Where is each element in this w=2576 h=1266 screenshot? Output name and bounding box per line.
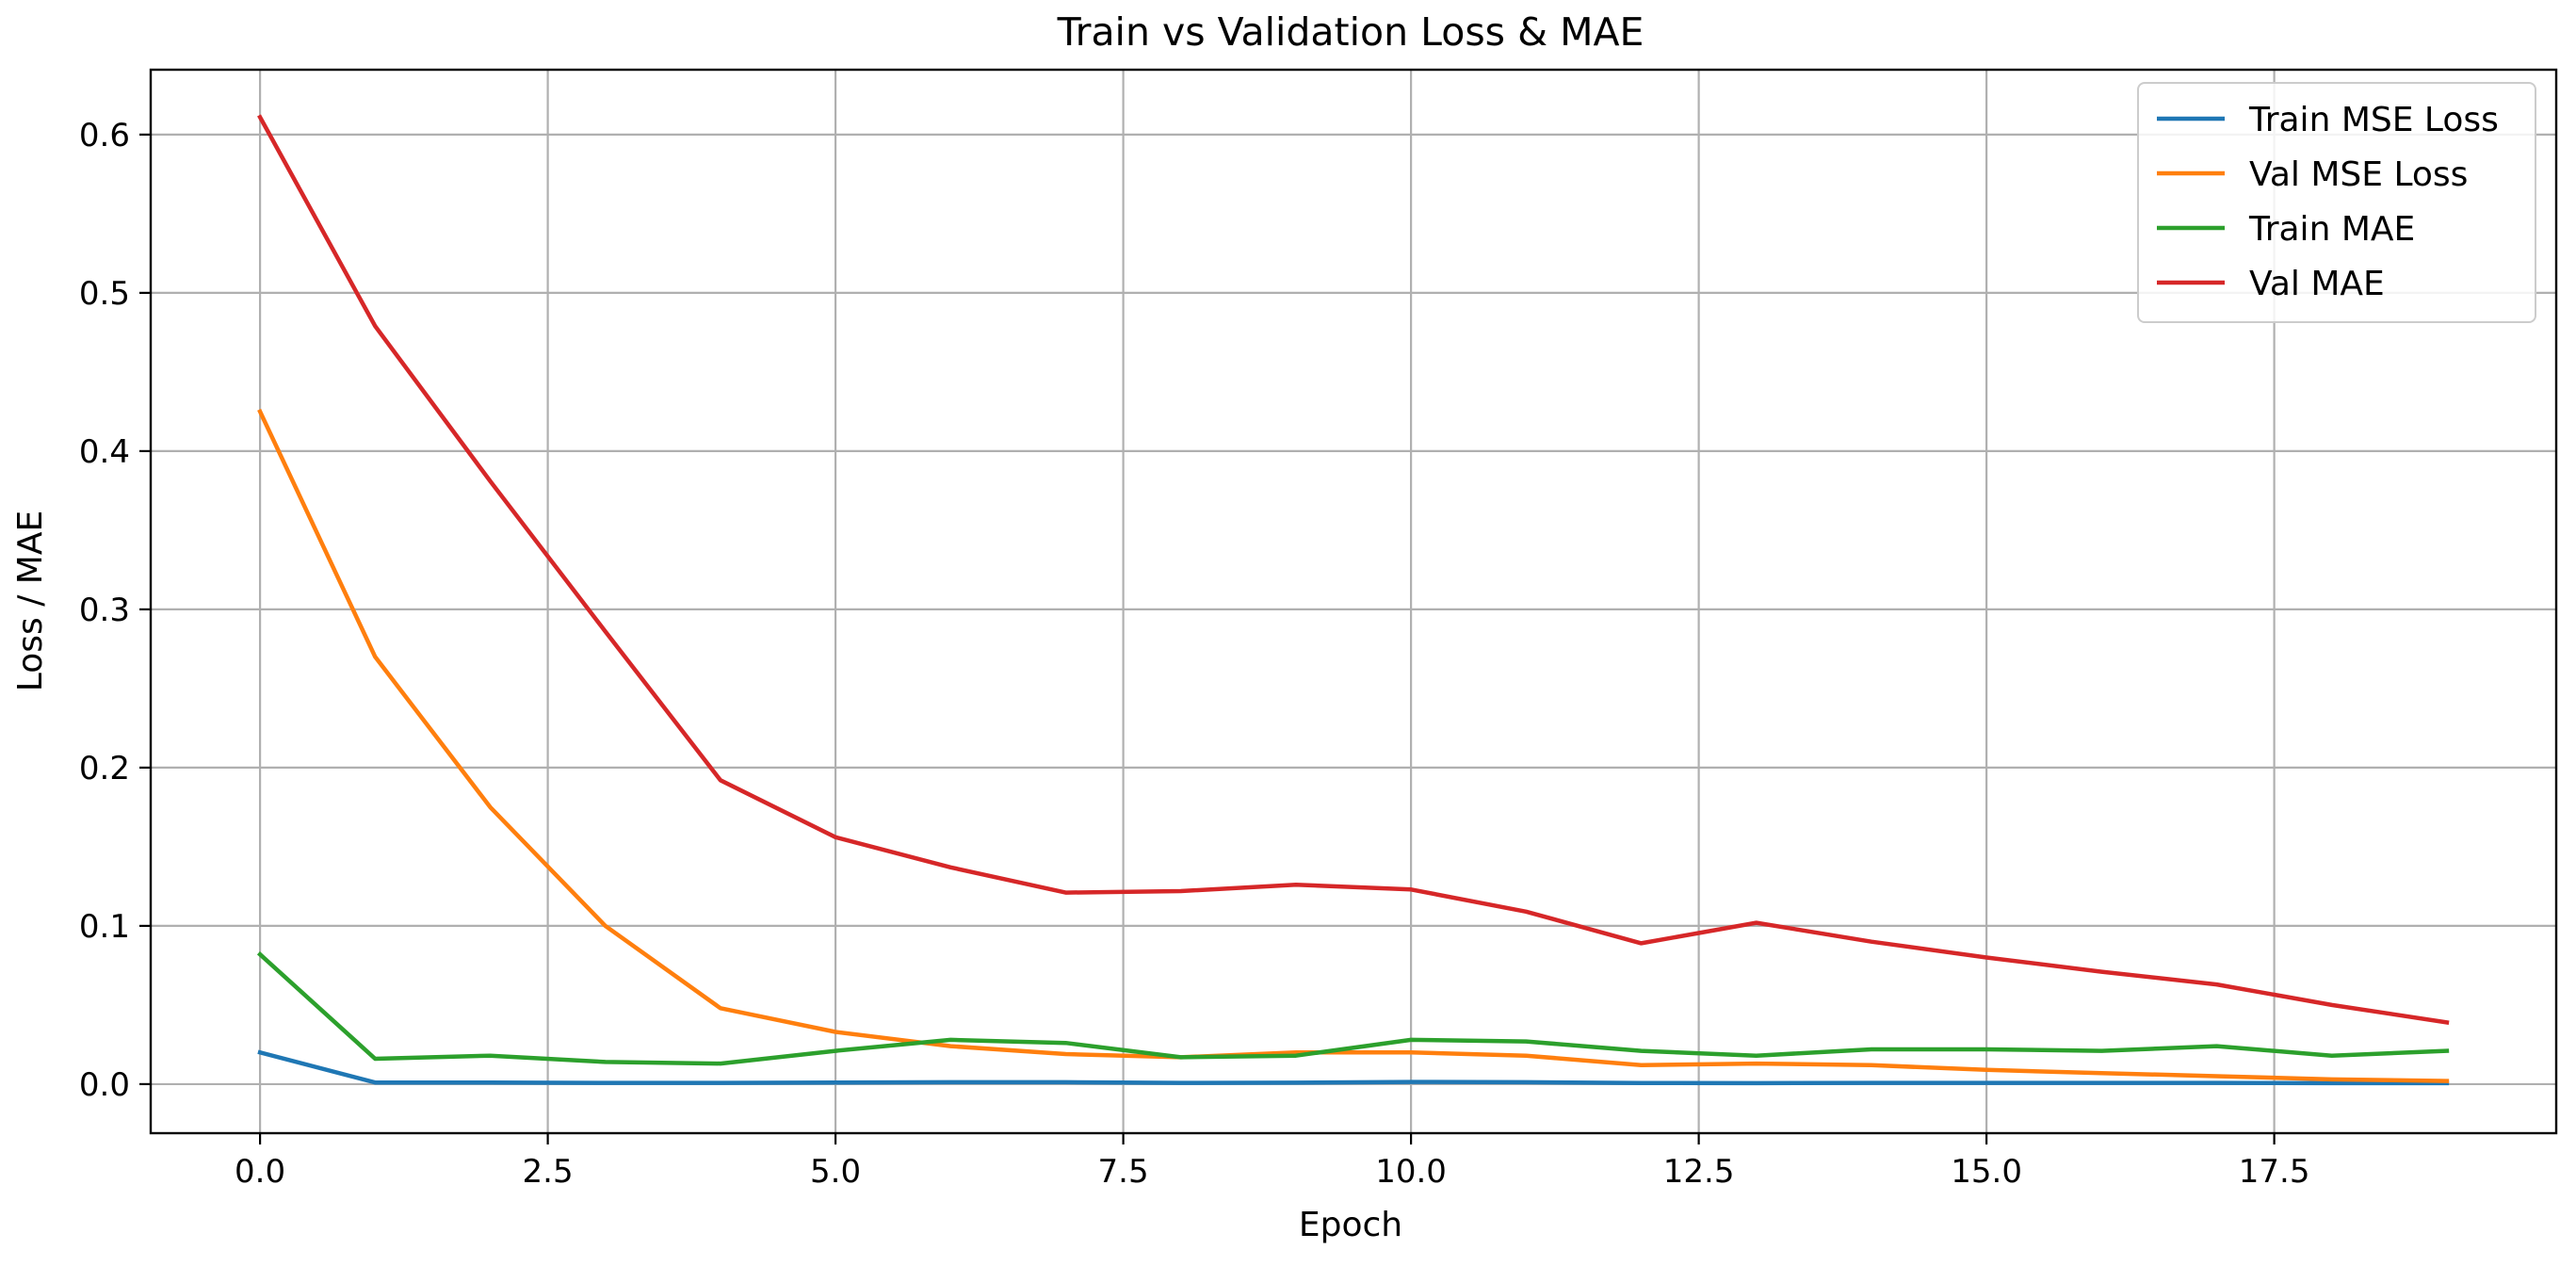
series-lines — [256, 114, 2450, 1086]
x-tick-label: 5.0 — [810, 1153, 861, 1191]
y-axis-label: Loss / MAE — [11, 511, 50, 691]
legend-label-val-mae: Val MAE — [2249, 265, 2385, 303]
legend-box — [2137, 82, 2536, 323]
ticks: 0.0 2.5 5.0 7.5 10.0 12.5 15.0 17.5 0.0 0.1 0.2 0.3… — [79, 117, 2310, 1191]
y-tick-label: 0.0 — [79, 1066, 130, 1104]
y-tick-label: 0.2 — [79, 750, 130, 787]
legend-label-train-mae: Train MAE — [2248, 210, 2415, 249]
x-tick-label: 15.0 — [1951, 1153, 2022, 1191]
y-tick-label: 0.4 — [79, 433, 130, 471]
series-line-val-mse-loss — [257, 408, 2450, 1083]
series-line-train-mse-loss — [257, 1049, 2450, 1086]
x-tick-label: 7.5 — [1098, 1153, 1149, 1191]
x-tick-label: 2.5 — [523, 1153, 574, 1191]
legend: Train MSE Loss Val MSE Loss Train MAE Val M… — [2137, 82, 2536, 323]
x-tick-label: 10.0 — [1375, 1153, 1447, 1191]
x-axis-label: Epoch — [1299, 1206, 1402, 1244]
x-tick-label: 17.5 — [2239, 1153, 2310, 1191]
legend-label-val-mse-loss: Val MSE Loss — [2249, 155, 2468, 194]
y-tick-label: 0.5 — [79, 275, 130, 313]
x-tick-label: 12.5 — [1663, 1153, 1735, 1191]
chart-title: Train vs Validation Loss & MAE — [1057, 9, 1644, 55]
y-tick-label: 0.1 — [79, 908, 130, 946]
x-tick-label: 0.0 — [235, 1153, 285, 1191]
legend-label-train-mse-loss: Train MSE Loss — [2248, 101, 2499, 139]
series-line-train-mae — [256, 951, 2450, 1066]
y-tick-label: 0.6 — [79, 117, 130, 154]
y-tick-label: 0.3 — [79, 592, 130, 629]
series-line-val-mae — [257, 114, 2450, 1025]
plot-frame — [149, 68, 2558, 1135]
